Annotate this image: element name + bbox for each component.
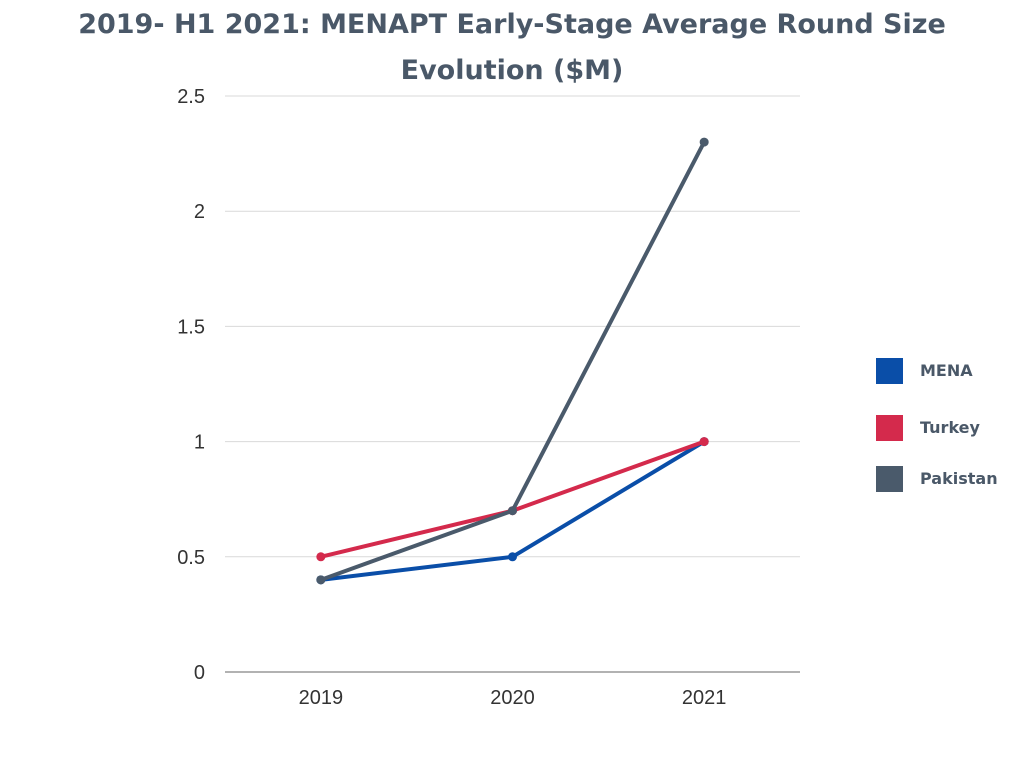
series-lines <box>316 137 709 585</box>
legend-label-turkey: Turkey <box>920 418 980 437</box>
x-tick-label: 2021 <box>682 687 727 709</box>
x-tick-label: 2020 <box>490 687 535 709</box>
x-axis-tick-labels: 2019 2020 2021 <box>299 687 727 709</box>
y-tick-label: 0.5 <box>177 547 205 569</box>
y-tick-label: 0 <box>194 662 205 684</box>
x-tick-label: 2019 <box>299 687 344 709</box>
legend-item-pakistan: Pakistan <box>876 466 1016 492</box>
series-line-turkey <box>318 439 707 559</box>
chart-title-line-2: Evolution ($M) <box>400 55 624 86</box>
gridlines <box>225 95 800 673</box>
data-point-pakistan <box>508 506 517 516</box>
y-tick-label: 2.5 <box>177 86 205 108</box>
y-tick-label: 2 <box>194 201 205 223</box>
data-point-turkey <box>699 437 709 447</box>
series-turkey <box>316 437 709 562</box>
series-pakistan <box>316 137 709 585</box>
legend-swatch-mena <box>876 358 903 384</box>
legend-label-mena: MENA <box>920 361 973 380</box>
data-point-turkey <box>316 552 326 562</box>
y-tick-label: 1.5 <box>177 316 205 338</box>
chart-title-line-1: 2019- H1 2021: MENAPT Early-Stage Averag… <box>78 9 946 40</box>
y-tick-label: 1 <box>194 432 205 454</box>
chart-title: 2019- H1 2021: MENAPT Early-Stage Averag… <box>62 2 962 94</box>
legend-item-turkey: Turkey <box>876 415 1016 441</box>
data-point-pakistan <box>699 137 709 147</box>
legend-label-pakistan: Pakistan <box>920 469 998 488</box>
data-point-mena <box>508 552 517 562</box>
y-axis-tick-labels: 0 0.5 1 1.5 2 2.5 <box>177 86 205 684</box>
legend-swatch-pakistan <box>876 466 903 492</box>
legend-item-mena: MENA <box>876 358 1016 384</box>
data-point-pakistan <box>316 575 326 585</box>
legend-swatch-turkey <box>876 415 903 441</box>
